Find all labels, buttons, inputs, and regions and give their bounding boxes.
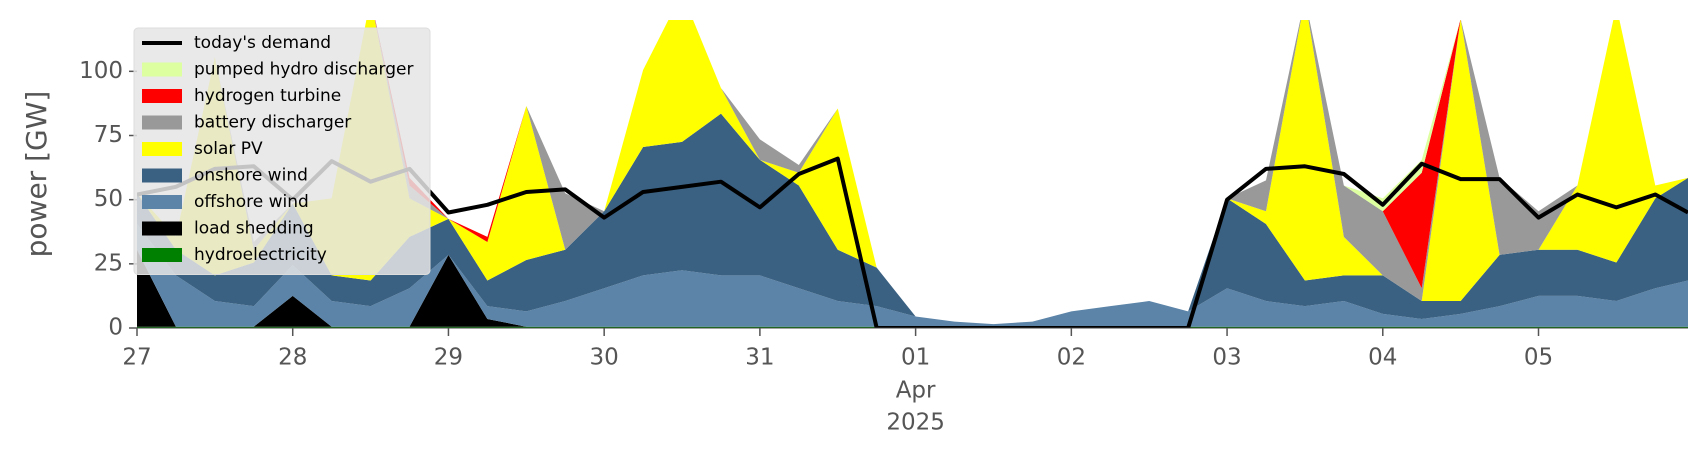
legend-label: hydrogen turbine: [194, 86, 341, 106]
legend-label: pumped hydro discharger: [194, 60, 413, 80]
x-tick-label: 29: [434, 345, 463, 371]
legend-label: hydroelectricity: [194, 245, 327, 265]
y-tick-label: 0: [108, 315, 123, 341]
y-tick-label: 75: [94, 122, 123, 148]
x-tick-label: 28: [278, 345, 307, 371]
stacked-area: [137, 224, 1688, 327]
legend-label: onshore wind: [194, 166, 308, 186]
legend-patch: [142, 195, 182, 209]
legend-box: [133, 27, 431, 275]
legend-label: battery discharger: [194, 113, 351, 133]
legend-patch: [142, 168, 182, 183]
x-tick-label: 05: [1524, 345, 1553, 371]
y-tick-label: 50: [94, 186, 123, 212]
y-axis-label: power [GW]: [20, 91, 53, 258]
legend-patch: [142, 89, 182, 103]
legend-label: solar PV: [194, 139, 263, 159]
legend-label: load shedding: [194, 219, 314, 239]
legend-patch: [142, 115, 182, 130]
x-tick-label: 04: [1368, 345, 1397, 371]
x-tick-label: 31: [745, 345, 774, 371]
stacked-area: [137, 113, 1688, 325]
x-tick-sublabel: 2025: [886, 410, 945, 436]
legend-patch: [142, 142, 182, 156]
x-tick-label: 30: [590, 345, 619, 371]
legend-patch: [142, 221, 182, 236]
legend-label: today's demand: [194, 33, 331, 53]
legend: today's demand pumped hydro discharger hyd…: [133, 27, 431, 275]
x-tick-label: 27: [122, 345, 151, 371]
legend-patch: [142, 62, 182, 77]
stacked-area: [137, 20, 1688, 325]
stacked-area: [137, 249, 1688, 327]
y-tick-label: 25: [94, 250, 123, 276]
y-tick-label: 100: [79, 58, 123, 84]
x-tick-label: 03: [1212, 345, 1241, 371]
legend-patch: [142, 248, 182, 262]
x-tick-label: 01: [901, 345, 930, 371]
x-tick-sublabel: Apr: [896, 378, 936, 404]
x-tick-label: 02: [1057, 345, 1086, 371]
legend-label: offshore wind: [194, 192, 309, 212]
